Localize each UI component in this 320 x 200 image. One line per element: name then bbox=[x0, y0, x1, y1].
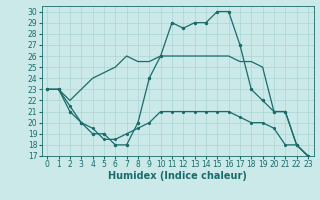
X-axis label: Humidex (Indice chaleur): Humidex (Indice chaleur) bbox=[108, 171, 247, 181]
